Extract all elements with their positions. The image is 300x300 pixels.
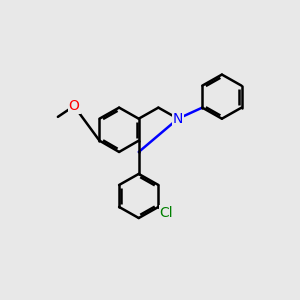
- Text: Cl: Cl: [160, 206, 173, 220]
- Text: O: O: [69, 99, 80, 113]
- Text: N: N: [173, 112, 183, 126]
